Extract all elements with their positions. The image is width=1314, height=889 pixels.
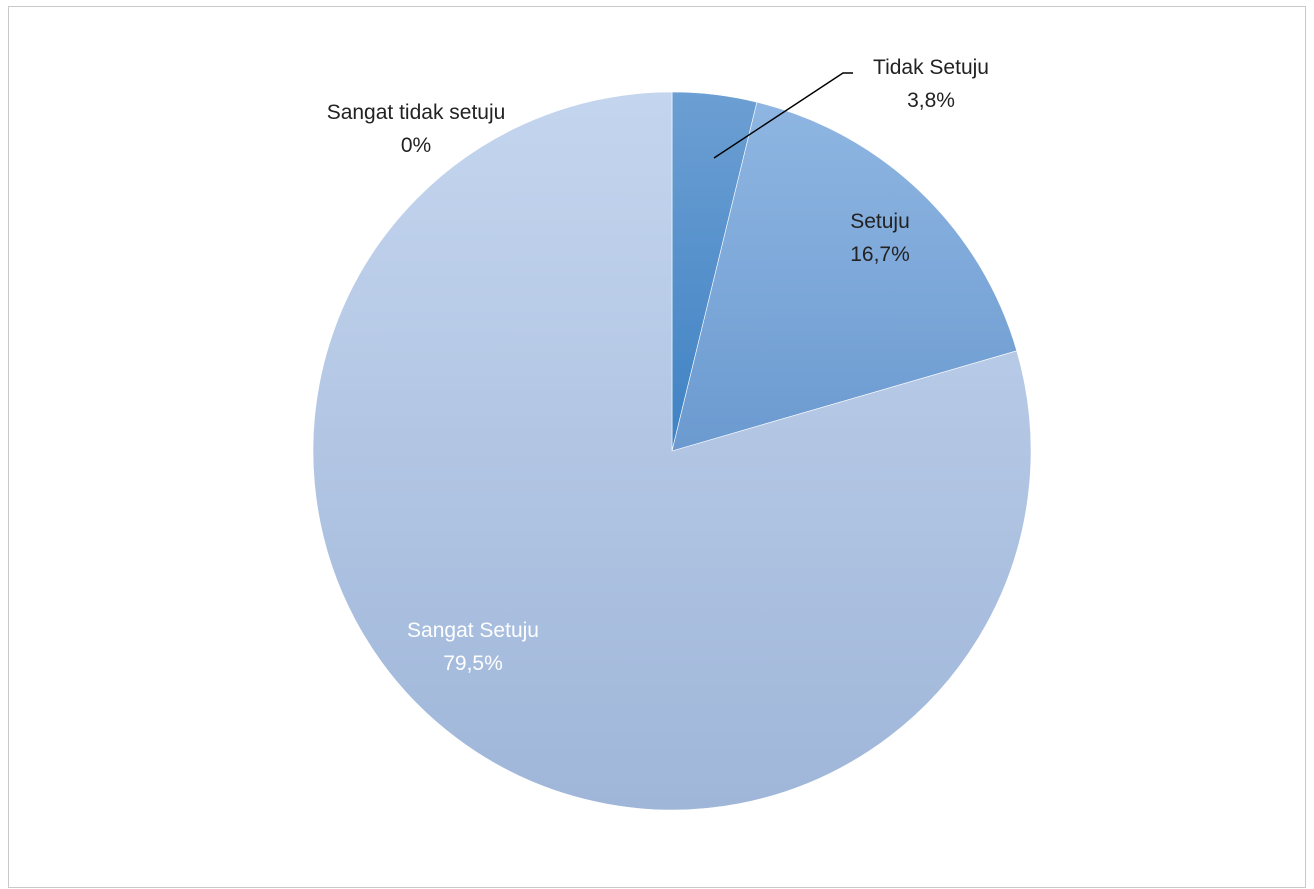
data-label-value: 16,7% (850, 243, 910, 266)
data-label-category: Setuju (850, 210, 910, 233)
data-label-category: Sangat tidak setuju (327, 101, 506, 124)
pie-chart: Tidak Setuju 3,8% Setuju 16,7% Sangat Setuju… (312, 56, 1032, 811)
data-label-value: 79,5% (443, 652, 503, 675)
leader-line-tidak-setuju (713, 72, 853, 159)
data-label-category: Sangat Setuju (407, 619, 539, 642)
pie-slice-setuju (671, 101, 1018, 452)
data-label-value: 0% (401, 134, 431, 157)
data-label-category: Tidak Setuju (873, 56, 989, 79)
chart-frame: Tidak Setuju 3,8% Setuju 16,7% Sangat Setuju… (8, 6, 1306, 888)
pie-slice-sangat-setuju (312, 91, 1032, 811)
data-label-value: 3,8% (907, 89, 955, 112)
